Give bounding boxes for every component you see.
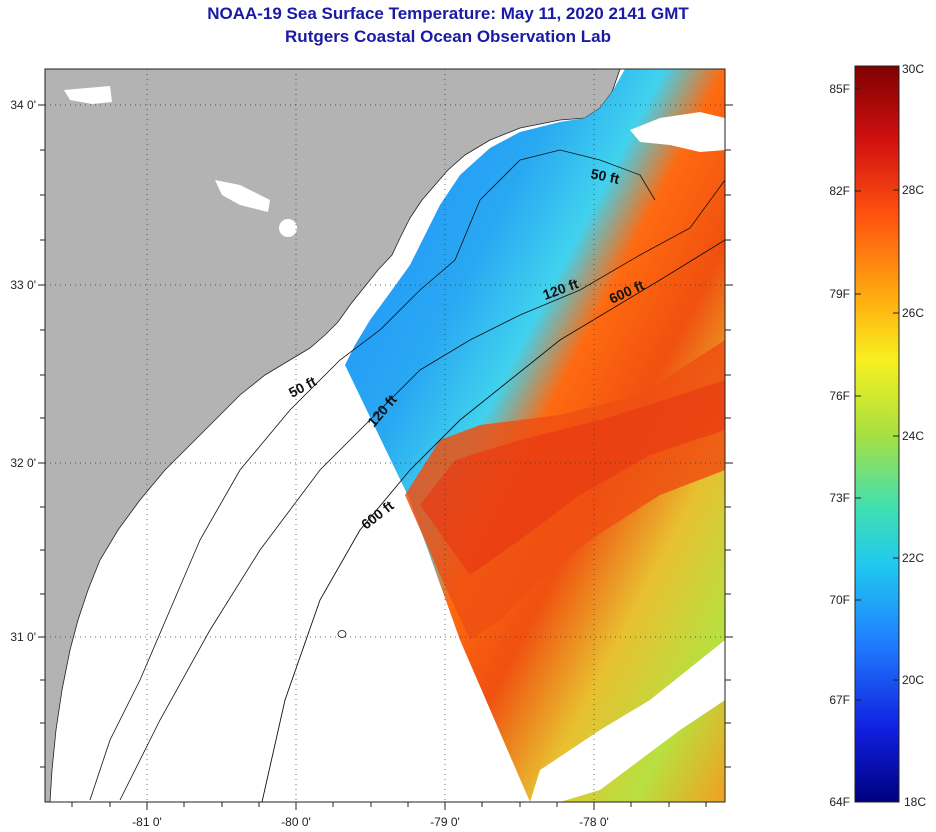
colorbar-label-c: 24C [902,429,924,443]
graticule [45,69,725,802]
lat-label: 34 0' [10,98,36,112]
land-area [45,69,621,802]
colorbar-label-c: 30C [902,62,924,76]
axis-ticks [38,104,733,810]
colorbar-label-f: 70F [829,593,850,607]
map-frame [44,68,726,803]
contour-50ft [89,149,656,801]
lon-label: -78 0' [579,815,609,829]
colorbar-label-f: 79F [829,287,850,301]
colorbar-label-f: 85F [829,82,850,96]
colorbar-label-c: 26C [902,306,924,320]
colorbar-label-c: 20C [902,673,924,687]
contour-label-50ft: 50 ft [589,165,621,187]
colorbar-label-f: 64F [829,795,850,809]
colorbar-label-f: 76F [829,389,850,403]
contour-600ft [261,239,725,802]
cloud-patch [64,86,112,104]
cloud-patch [215,180,270,212]
lon-label: -80 0' [281,815,311,829]
cloud-patch [630,112,725,152]
colorbar-ticks [855,65,899,701]
hot-core [420,380,725,575]
colorbar-label-f: 67F [829,693,850,707]
map-title: NOAA-19 Sea Surface Temperature: May 11,… [207,4,689,23]
lon-label: -81 0' [132,815,162,829]
lat-label: 32 0' [10,456,36,470]
cloud-patch [530,640,725,802]
lat-label: 31 0' [10,630,36,644]
colorbar-label-c: 18C [904,795,926,809]
lon-label: -79 0' [430,815,460,829]
colorbar-label-f: 82F [829,184,850,198]
colorbar-label-c: 22C [902,551,924,565]
cloud-patch [279,219,297,237]
contour-ring [337,630,347,638]
lat-label: 33 0' [10,278,36,292]
colorbar-label-c: 28C [902,183,924,197]
map-subtitle: Rutgers Coastal Ocean Observation Lab [285,27,611,46]
colorbar-label-f: 73F [829,491,850,505]
contour-120ft [119,179,725,801]
temperature-colorbar [854,65,900,803]
